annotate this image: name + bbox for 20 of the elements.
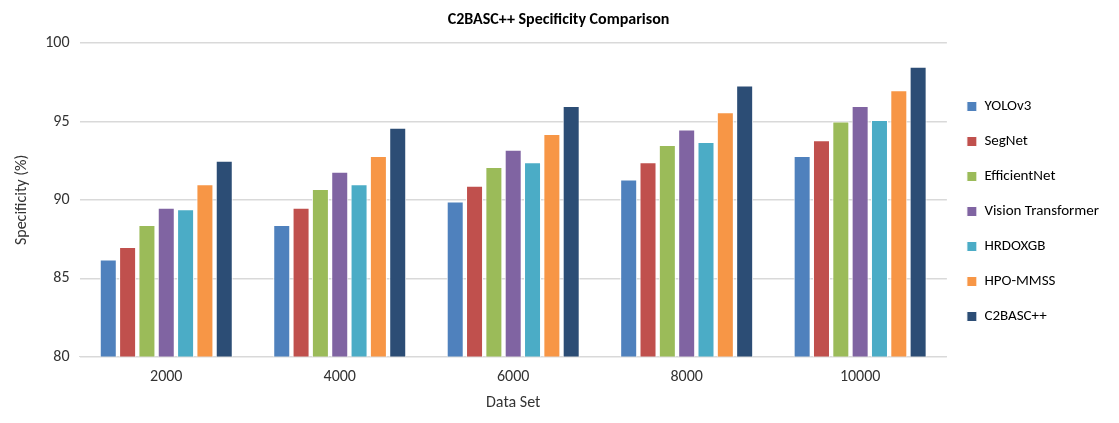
legend-label: C2BASC++: [984, 306, 1048, 325]
y-tick-label: 90: [53, 188, 70, 208]
legend-label: HRDOXGB: [984, 236, 1046, 255]
x-tick-label: 2000: [150, 366, 183, 386]
chart-title: C2BASC++ Specificity Comparison: [447, 8, 670, 28]
legend-label: YOLOv3: [984, 96, 1032, 115]
x-axis-title: Data Set: [486, 392, 542, 412]
y-tick-label: 95: [53, 110, 70, 130]
legend-label: HPO-MMSS: [984, 271, 1056, 290]
y-tick-label: 80: [53, 345, 70, 365]
x-tick-label: 8000: [670, 366, 703, 386]
x-tick-label: 10000: [839, 366, 881, 386]
legend-label: Vision Transformer: [984, 201, 1100, 220]
y-tick-label: 100: [45, 32, 70, 52]
x-tick-label: 4000: [323, 366, 356, 386]
legend-label: SegNet: [984, 131, 1028, 150]
x-tick-label: 6000: [496, 366, 530, 386]
legend-label: EfficientNet: [984, 166, 1056, 185]
y-axis-title: Specificity (%): [10, 154, 30, 246]
y-tick-label: 85: [53, 267, 70, 287]
